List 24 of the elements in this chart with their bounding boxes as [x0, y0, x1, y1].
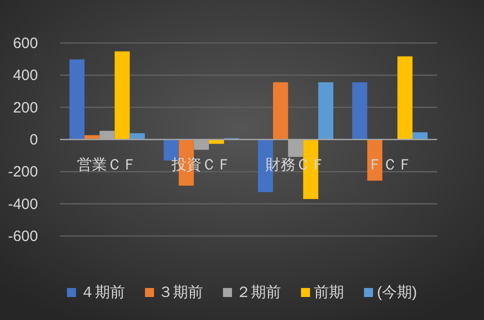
bar: [114, 51, 130, 140]
y-tick-label: 400: [12, 67, 38, 84]
bar: [367, 140, 382, 181]
y-tick-label: 0: [30, 132, 38, 148]
bar: [318, 82, 334, 140]
y-tick-label: 600: [12, 35, 38, 52]
bar: [397, 56, 412, 140]
x-tick-label: 営業ＣＦ: [77, 156, 138, 174]
bar: [69, 59, 85, 140]
legend-label: ３期前: [158, 284, 203, 301]
bar: [130, 133, 145, 140]
y-tick-label: 200: [12, 99, 38, 116]
legend-label: 前期: [314, 284, 344, 301]
legend-label: ２期前: [236, 284, 281, 301]
y-tick-label: -600: [8, 228, 38, 245]
bar: [273, 82, 288, 140]
legend-label: ４期前: [80, 284, 125, 301]
bar: [84, 135, 100, 140]
bar: [208, 140, 224, 144]
x-tick-label: ＦＣＦ: [367, 156, 412, 174]
legend-label: (今期): [377, 284, 417, 301]
bar: [352, 82, 368, 140]
y-tick-label: -400: [8, 196, 38, 213]
y-tick-label: -200: [8, 164, 38, 181]
